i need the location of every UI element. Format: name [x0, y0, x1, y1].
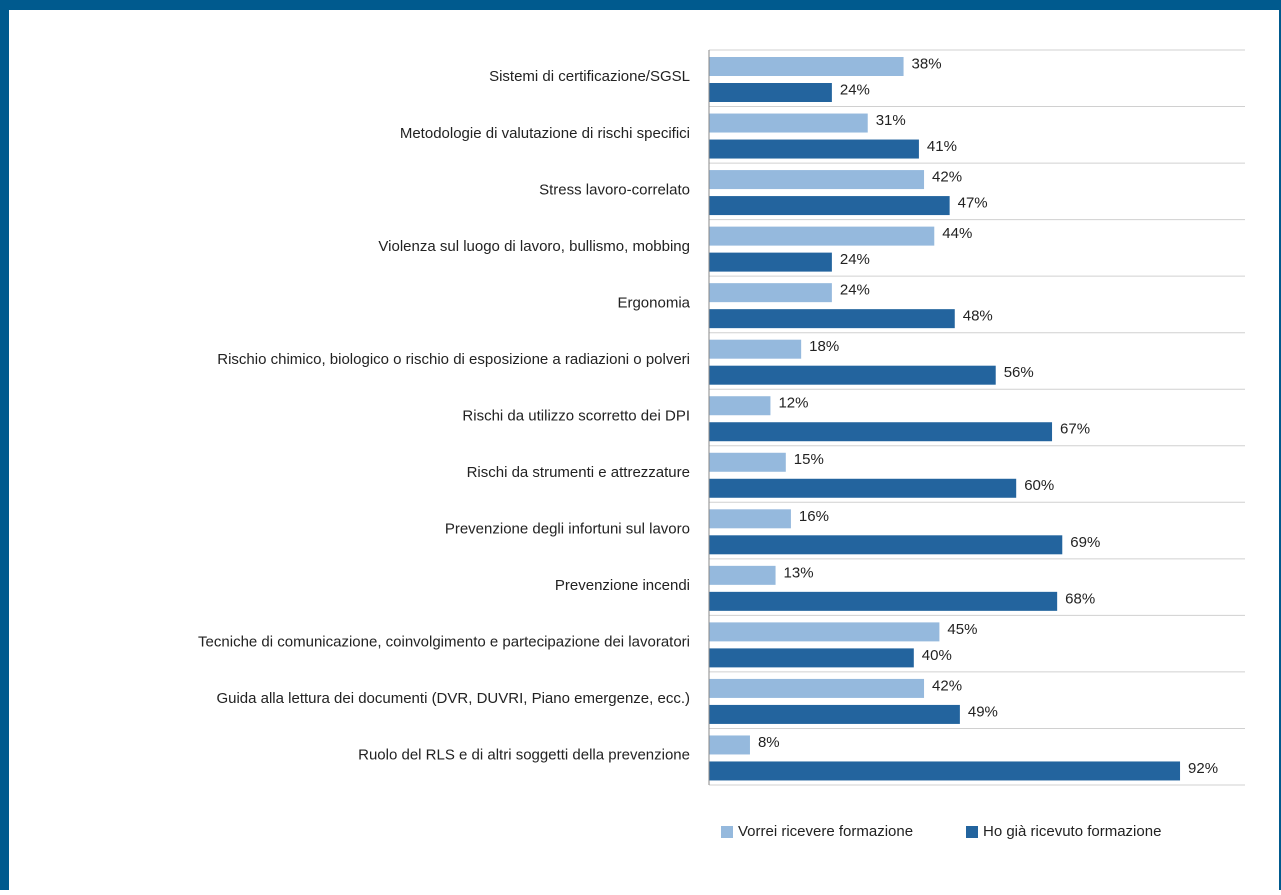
value-label: 15% — [794, 451, 824, 468]
bar — [709, 704, 960, 724]
value-label: 42% — [932, 677, 962, 694]
right-border — [1279, 0, 1281, 890]
bar — [709, 283, 832, 303]
y-tick-label: Prevenzione incendi — [555, 577, 690, 594]
bar — [709, 339, 802, 359]
value-label: 68% — [1065, 590, 1095, 607]
y-tick-label: Rischi da strumenti e attrezzature — [467, 464, 690, 481]
value-label: 45% — [947, 621, 977, 638]
value-label: 67% — [1060, 421, 1090, 438]
value-label: 49% — [968, 703, 998, 720]
y-tick-label: Prevenzione degli infortuni sul lavoro — [445, 521, 690, 538]
bar — [709, 113, 868, 133]
y-tick-label: Stress lavoro-correlato — [539, 181, 690, 198]
value-label: 56% — [1004, 364, 1034, 381]
bar — [709, 761, 1181, 781]
value-label: 12% — [778, 395, 808, 412]
value-label: 8% — [758, 734, 780, 751]
left-border — [0, 0, 9, 890]
legend-swatch — [966, 826, 978, 838]
bar — [709, 252, 832, 272]
y-tick-label: Ergonomia — [617, 294, 690, 311]
bar — [709, 452, 786, 472]
value-label: 44% — [942, 225, 972, 242]
y-tick-label: Sistemi di certificazione/SGSL — [489, 68, 690, 85]
value-label: 18% — [809, 338, 839, 355]
bar — [709, 309, 955, 329]
bar — [709, 83, 832, 102]
bar — [709, 591, 1058, 611]
top-band — [0, 0, 1281, 10]
bar — [709, 57, 904, 76]
bar — [709, 396, 771, 416]
bar — [709, 648, 914, 668]
value-label: 48% — [963, 308, 993, 325]
legend-swatch — [721, 826, 733, 838]
legend-label: Ho già ricevuto formazione — [983, 823, 1161, 840]
bar — [709, 535, 1063, 555]
bar — [709, 226, 935, 246]
y-tick-label: Rischio chimico, biologico o rischio di … — [217, 351, 690, 368]
bar — [709, 196, 950, 216]
value-label: 24% — [840, 282, 870, 299]
value-label: 38% — [912, 55, 942, 72]
value-label: 13% — [784, 564, 814, 581]
value-label: 16% — [799, 508, 829, 525]
legend-label: Vorrei ricevere formazione — [738, 823, 913, 840]
bar — [709, 139, 919, 159]
value-label: 24% — [840, 81, 870, 98]
bar — [709, 678, 925, 698]
value-label: 92% — [1188, 760, 1218, 777]
value-label: 42% — [932, 169, 962, 186]
value-label: 60% — [1024, 477, 1054, 494]
bar — [709, 478, 1017, 498]
y-tick-label: Guida alla lettura dei documenti (DVR, D… — [216, 690, 690, 707]
value-label: 41% — [927, 138, 957, 155]
bar — [709, 565, 776, 585]
value-label: 47% — [958, 195, 988, 212]
bar — [709, 735, 750, 755]
y-tick-label: Ruolo del RLS e di altri soggetti della … — [358, 747, 690, 764]
bar — [709, 365, 996, 385]
y-tick-label: Metodologie di valutazione di rischi spe… — [400, 125, 690, 142]
value-label: 69% — [1070, 534, 1100, 551]
bar — [709, 422, 1053, 442]
bar — [709, 170, 925, 190]
y-tick-label: Tecniche di comunicazione, coinvolgiment… — [198, 634, 690, 651]
value-label: 40% — [922, 647, 952, 664]
value-label: 24% — [840, 251, 870, 268]
y-tick-label: Violenza sul luogo di lavoro, bullismo, … — [378, 238, 690, 255]
bar — [709, 509, 791, 529]
y-tick-label: Rischi da utilizzo scorretto dei DPI — [462, 407, 690, 424]
bar — [709, 622, 940, 642]
value-label: 31% — [876, 112, 906, 129]
